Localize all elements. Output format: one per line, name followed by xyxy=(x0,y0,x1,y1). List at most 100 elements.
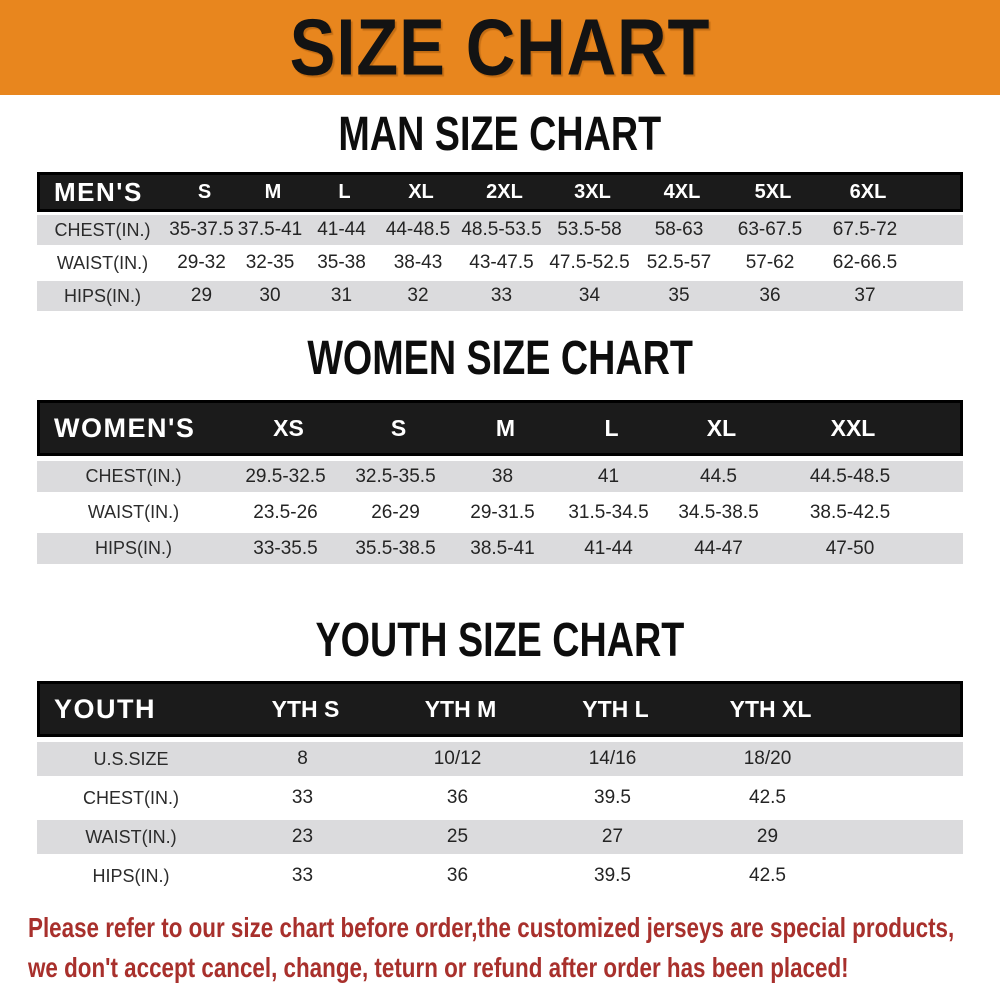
youth-header-label: YOUTH xyxy=(54,693,156,724)
size-cell: 37 xyxy=(854,285,876,306)
size-column-header: M xyxy=(264,180,282,203)
disclaimer-line: Please refer to our size chart before or… xyxy=(28,912,955,943)
table-row: U.S.SIZE 8 10/12 14/16 18/20 xyxy=(37,742,963,776)
men-header-label: MEN'S xyxy=(54,176,143,207)
row-label: HIPS(IN.) xyxy=(92,865,170,886)
size-cell: 34 xyxy=(578,285,601,306)
table-row: CHEST(IN.) 33 36 39.5 42.5 xyxy=(37,781,963,815)
size-column-header: L xyxy=(604,414,619,441)
size-cell: 39.5 xyxy=(594,865,631,886)
size-cell: 44.5 xyxy=(700,465,737,487)
size-cell: 36 xyxy=(759,285,781,306)
size-cell: 35-38 xyxy=(317,252,366,273)
size-column-header: XL xyxy=(408,180,434,203)
size-column-header: XXL xyxy=(830,414,876,441)
size-column-header: 2XL xyxy=(486,180,523,203)
size-cell: 52.5-57 xyxy=(646,252,712,273)
size-cell: 29-31.5 xyxy=(470,501,535,523)
size-cell: 31 xyxy=(330,285,353,306)
men-table-header: MEN'S S M L XL 2XL 3XL 4XL 5XL 6XL xyxy=(37,172,963,212)
size-cell: 10/12 xyxy=(433,748,482,769)
size-column-header: YTH XL xyxy=(729,695,812,722)
size-column-header: L xyxy=(338,180,351,203)
size-column-header: 5XL xyxy=(754,180,792,203)
size-column-header: 4XL xyxy=(663,180,701,203)
size-cell: 32-35 xyxy=(245,252,295,273)
size-cell: 33 xyxy=(291,865,314,886)
size-cell: 27 xyxy=(601,826,624,847)
size-cell: 47-50 xyxy=(825,537,875,559)
row-label: CHEST(IN.) xyxy=(85,466,182,486)
row-label: CHEST(IN.) xyxy=(83,787,179,808)
size-cell: 41-44 xyxy=(317,219,366,240)
size-cell: 25 xyxy=(446,826,469,847)
size-column-header: XS xyxy=(273,414,304,441)
row-label: HIPS(IN.) xyxy=(63,285,141,306)
youth-size-table: YOUTH YTH S YTH M YTH L YTH XL U.S.SIZE … xyxy=(37,681,963,893)
size-cell: 36 xyxy=(446,787,469,808)
size-cell: 63-67.5 xyxy=(737,219,803,240)
size-cell: 38 xyxy=(491,465,514,487)
size-cell: 18/20 xyxy=(743,748,792,769)
banner-title: SIZE CHART xyxy=(289,2,711,92)
table-row: CHEST(IN.) 35-37.5 37.5-41 41-44 44-48.5… xyxy=(37,215,963,245)
size-cell: 23.5-26 xyxy=(253,501,318,523)
size-cell: 32.5-35.5 xyxy=(355,465,436,487)
women-header-label: WOMEN'S xyxy=(54,412,196,443)
size-cell: 41 xyxy=(597,465,620,487)
size-column-header: 3XL xyxy=(574,180,611,203)
size-cell: 57-62 xyxy=(745,252,795,273)
size-cell: 38.5-42.5 xyxy=(809,501,891,523)
size-cell: 29 xyxy=(190,285,213,306)
table-row: WAIST(IN.) 23.5-26 26-29 29-31.5 31.5-34… xyxy=(37,497,963,528)
size-cell: 62-66.5 xyxy=(832,252,898,273)
size-cell: 38-43 xyxy=(393,252,443,273)
row-label: HIPS(IN.) xyxy=(94,538,172,558)
size-cell: 53.5-58 xyxy=(557,219,622,240)
size-cell: 29-32 xyxy=(177,252,226,273)
size-cell: 47.5-52.5 xyxy=(549,252,630,273)
size-cell: 39.5 xyxy=(594,787,631,808)
table-row: WAIST(IN.) 23 25 27 29 xyxy=(37,820,963,854)
size-cell: 44-47 xyxy=(694,537,743,559)
size-cell: 43-47.5 xyxy=(469,252,534,273)
size-cell: 37.5-41 xyxy=(237,219,303,240)
men-size-table: MEN'S S M L XL 2XL 3XL 4XL 5XL 6XL CHEST… xyxy=(37,172,963,311)
size-cell: 38.5-41 xyxy=(470,537,535,559)
row-label: U.S.SIZE xyxy=(93,748,169,769)
size-cell: 58-63 xyxy=(654,219,704,240)
size-cell: 33 xyxy=(490,285,513,306)
size-cell: 26-29 xyxy=(371,501,420,523)
size-cell: 23 xyxy=(291,826,314,847)
size-cell: 31.5-34.5 xyxy=(568,501,649,523)
size-cell: 67.5-72 xyxy=(832,219,898,240)
size-cell: 41-44 xyxy=(584,537,633,559)
size-cell: 44-48.5 xyxy=(385,219,451,240)
size-column-header: S xyxy=(197,180,212,203)
size-column-header: 6XL xyxy=(849,180,887,203)
table-row: WAIST(IN.) 29-32 32-35 35-38 38-43 43-47… xyxy=(37,248,963,278)
man-size-chart-title: MAN SIZE CHART xyxy=(338,105,662,161)
women-size-chart-title: WOMEN SIZE CHART xyxy=(307,329,693,385)
size-cell: 34.5-38.5 xyxy=(678,501,759,523)
size-column-header: YTH M xyxy=(424,695,497,722)
size-chart-banner: SIZE CHART xyxy=(0,0,1000,95)
row-label: WAIST(IN.) xyxy=(85,826,177,847)
table-row: HIPS(IN.) 29 30 31 32 33 34 35 36 37 xyxy=(37,281,963,311)
size-cell: 29.5-32.5 xyxy=(245,465,326,487)
size-column-header: YTH L xyxy=(582,695,649,722)
size-cell: 42.5 xyxy=(749,865,786,886)
size-cell: 33-35.5 xyxy=(253,537,318,559)
size-cell: 8 xyxy=(297,748,308,769)
table-row: HIPS(IN.) 33 36 39.5 42.5 xyxy=(37,859,963,893)
size-cell: 36 xyxy=(446,865,469,886)
table-row: CHEST(IN.) 29.5-32.5 32.5-35.5 38 41 44.… xyxy=(37,461,963,492)
row-label: CHEST(IN.) xyxy=(54,219,151,240)
women-size-table: WOMEN'S XS S M L XL XXL CHEST(IN.) 29.5-… xyxy=(37,400,963,564)
youth-size-chart-title: YOUTH SIZE CHART xyxy=(315,611,685,667)
size-cell: 35-37.5 xyxy=(169,219,234,240)
size-cell: 44.5-48.5 xyxy=(809,465,891,487)
size-cell: 48.5-53.5 xyxy=(461,219,542,240)
table-row: HIPS(IN.) 33-35.5 35.5-38.5 38.5-41 41-4… xyxy=(37,533,963,564)
